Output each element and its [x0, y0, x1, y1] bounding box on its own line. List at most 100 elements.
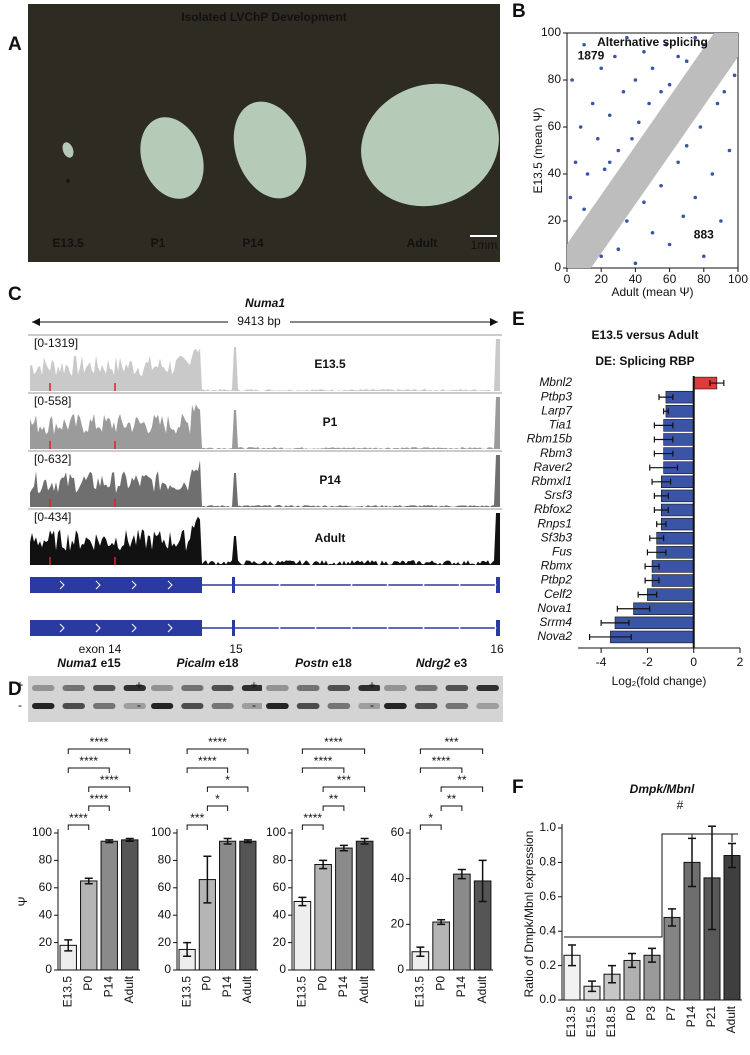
- panel-label: D: [8, 679, 22, 700]
- y-tick-label: 20: [548, 213, 562, 227]
- y-tick-label: 0.4: [539, 923, 556, 937]
- significance-label: *: [428, 811, 433, 825]
- significance-bracket: [301, 767, 345, 773]
- x-tick-label: P0: [315, 976, 329, 991]
- point: [642, 200, 646, 204]
- point: [659, 183, 663, 188]
- category-label: Rbfox2: [534, 502, 572, 516]
- gel-band: [93, 703, 116, 709]
- exon: [232, 620, 235, 636]
- gel-band: [296, 703, 320, 709]
- tissue: [233, 101, 307, 199]
- significance-bracket: [186, 824, 208, 830]
- stage-label: P14: [242, 236, 264, 250]
- error-bar: [183, 941, 192, 958]
- y-tick-label: 20: [273, 935, 287, 949]
- bar: [314, 864, 332, 971]
- exon-label: 15: [229, 642, 243, 656]
- point: [693, 35, 698, 40]
- point: [719, 219, 723, 223]
- category-label: Ptbp2: [541, 573, 573, 587]
- track-name: E13.5: [314, 357, 346, 371]
- y-tick-label: 0: [164, 962, 171, 976]
- error-bar: [478, 859, 487, 903]
- x-tick-label: E13.5: [295, 976, 309, 1008]
- error-bar: [298, 896, 307, 907]
- y-tick-label: 60: [391, 825, 405, 839]
- gel-plus: +: [250, 678, 257, 692]
- y-tick-label: 80: [548, 72, 562, 86]
- category-label: Nova1: [537, 601, 572, 615]
- point: [625, 35, 629, 40]
- significance-bracket: [186, 767, 229, 773]
- chart-title: Ndrg2 e3: [416, 656, 468, 670]
- y-axis-label: Ψ: [16, 896, 30, 906]
- significance-bracket: [419, 748, 484, 754]
- y-tick-label: 20: [391, 917, 405, 931]
- gel-band: [151, 685, 174, 691]
- bar: [219, 840, 237, 971]
- significance-bracket: [440, 786, 484, 792]
- y-tick-label: 40: [273, 907, 287, 921]
- x-tick-label: E18.5: [604, 1006, 618, 1038]
- chart-title: Dmpk/Mbnl: [630, 782, 695, 796]
- title-exon: e18: [219, 656, 239, 670]
- gel-band: [266, 685, 289, 691]
- x-tick-label: P0: [200, 976, 214, 991]
- significance-bracket: [67, 824, 90, 830]
- error-bar: [588, 980, 596, 993]
- point: [659, 89, 663, 94]
- gel-band: [327, 685, 351, 691]
- point: [650, 230, 655, 235]
- bar: [121, 839, 139, 971]
- chart-title: Alternative splicing: [597, 35, 708, 49]
- point: [698, 125, 703, 129]
- chart-title: E13.5 versus Adult: [592, 328, 699, 342]
- significance-label: ****: [208, 735, 227, 749]
- point: [630, 136, 634, 141]
- error-bar: [644, 577, 660, 584]
- x-tick-label: P14: [454, 976, 468, 998]
- point: [676, 160, 680, 165]
- point: [684, 144, 689, 148]
- x-tick-label: 60: [663, 272, 677, 286]
- gel-minus: -: [18, 698, 22, 712]
- point: [616, 247, 621, 251]
- tissue: [62, 142, 74, 158]
- density-band: [567, 33, 738, 268]
- title-gene: Numa1: [57, 656, 97, 670]
- x-tick-label: -4: [596, 655, 607, 669]
- track-range: [0-558]: [34, 394, 71, 408]
- significance-label: ****: [314, 754, 333, 768]
- track-name: Adult: [315, 531, 346, 545]
- range-bg: [32, 395, 92, 409]
- gel-band: [476, 685, 499, 691]
- gel-plus: +: [368, 678, 375, 692]
- point: [578, 125, 583, 129]
- range-bg: [32, 511, 92, 525]
- error-bar: [223, 837, 232, 845]
- y-tick-label: 20: [158, 935, 172, 949]
- gel-band: [241, 685, 264, 691]
- exon: [30, 577, 202, 593]
- point: [582, 42, 586, 47]
- x-tick-label: P7: [664, 1006, 678, 1021]
- category-label: Tia1: [549, 418, 572, 432]
- point: [727, 148, 732, 153]
- x-tick-label: E13.5: [179, 976, 193, 1008]
- category-label: Nova2: [537, 629, 572, 643]
- significance-label: ****: [324, 735, 343, 749]
- gel-band: [32, 685, 55, 691]
- label-bg: [228, 314, 290, 330]
- range-bg: [32, 337, 92, 351]
- x-tick-label: E15.5: [584, 1006, 598, 1038]
- error-bar: [628, 952, 636, 969]
- coverage: [30, 455, 500, 507]
- title-exon: e3: [454, 656, 468, 670]
- error-bar: [360, 837, 369, 845]
- point: [585, 172, 590, 176]
- error-bar: [668, 908, 676, 927]
- significance-bracket: [564, 833, 738, 938]
- error-bar: [653, 422, 674, 429]
- significance-bracket: [67, 748, 131, 754]
